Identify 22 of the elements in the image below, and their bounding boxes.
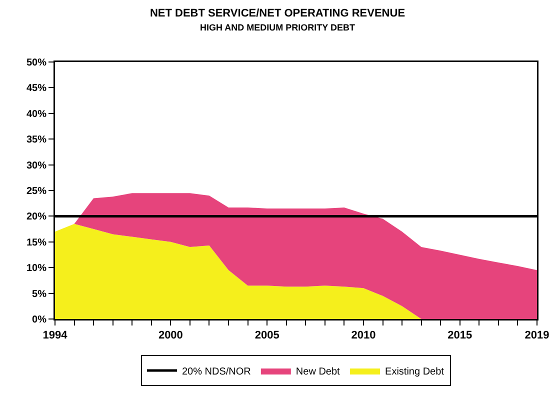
- y-tick-label: 5%: [32, 288, 47, 300]
- legend-label: New Debt: [296, 366, 340, 378]
- y-tick-label: 15%: [26, 237, 47, 248]
- y-tick-label: 35%: [26, 134, 47, 146]
- x-tick-label: 2015: [448, 330, 472, 342]
- x-tick-label: 2005: [254, 330, 280, 342]
- chart-subtitle: HIGH AND MEDIUM PRIORITY DEBT: [200, 22, 356, 33]
- y-tick-label: 50%: [26, 58, 47, 68]
- y-tick-label: 45%: [26, 83, 47, 94]
- y-tick-label: 0%: [32, 314, 47, 326]
- y-tick-label: 20%: [26, 212, 47, 223]
- legend-label: 20% NDS/NOR: [182, 366, 251, 378]
- chart-title: NET DEBT SERVICE/NET OPERATING REVENUE: [150, 7, 406, 20]
- x-tick-label: 2010: [351, 330, 376, 342]
- x-tick-label: 2000: [158, 330, 183, 342]
- y-tick-label: 40%: [26, 108, 47, 120]
- x-tick-label: 1994: [42, 330, 68, 342]
- legend-label: Existing Debt: [385, 366, 444, 378]
- y-tick-label: 25%: [26, 186, 47, 197]
- y-tick-label: 30%: [26, 160, 47, 172]
- y-tick-label: 10%: [26, 263, 47, 274]
- x-tick-label: 2019: [524, 330, 550, 342]
